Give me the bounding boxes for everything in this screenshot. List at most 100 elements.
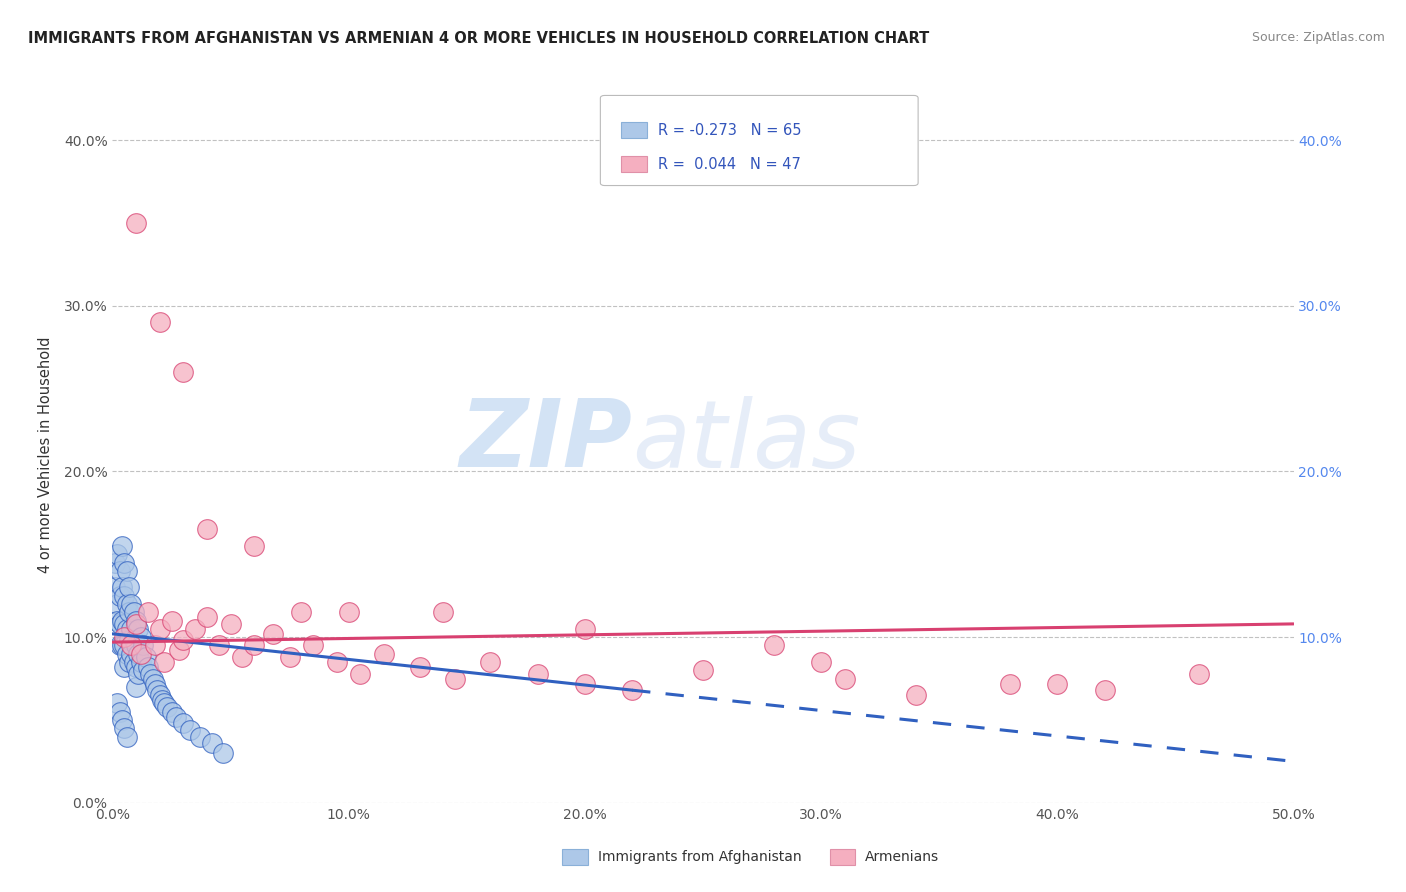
Point	[115, 564, 138, 578]
Point	[184, 622, 207, 636]
Point	[111, 614, 134, 628]
Point	[112, 660, 135, 674]
Point	[118, 633, 141, 648]
Point	[408, 660, 430, 674]
Point	[125, 614, 148, 628]
Point	[146, 683, 169, 698]
Point	[111, 713, 134, 727]
Point	[201, 736, 224, 750]
Point	[105, 547, 128, 561]
Point	[129, 630, 152, 644]
Point	[129, 647, 152, 661]
Point	[136, 605, 159, 619]
Point	[208, 639, 231, 653]
Point	[150, 693, 173, 707]
Point	[432, 605, 454, 619]
Point	[108, 705, 131, 719]
Text: IMMIGRANTS FROM AFGHANISTAN VS ARMENIAN 4 OR MORE VEHICLES IN HOUSEHOLD CORRELAT: IMMIGRANTS FROM AFGHANISTAN VS ARMENIAN …	[28, 31, 929, 46]
Point	[120, 597, 142, 611]
Point	[179, 723, 201, 737]
Point	[105, 597, 128, 611]
Point	[692, 663, 714, 677]
Point	[115, 647, 138, 661]
Point	[115, 730, 138, 744]
Point	[998, 676, 1021, 690]
Point	[129, 655, 152, 669]
Point	[149, 622, 172, 636]
Point	[143, 639, 166, 653]
Point	[160, 705, 183, 719]
Point	[195, 523, 218, 537]
Point	[326, 655, 349, 669]
Point	[112, 630, 135, 644]
Point	[120, 622, 142, 636]
Point	[212, 746, 235, 760]
Point	[112, 556, 135, 570]
Point	[127, 666, 149, 681]
Point	[125, 680, 148, 694]
Point	[111, 539, 134, 553]
Point	[118, 655, 141, 669]
Point	[122, 605, 145, 619]
Point	[125, 216, 148, 230]
Point	[104, 556, 127, 570]
Point	[125, 660, 148, 674]
Point	[122, 655, 145, 669]
Point	[243, 639, 266, 653]
Point	[219, 616, 242, 631]
Point	[243, 539, 266, 553]
Point	[262, 627, 284, 641]
Text: Source: ZipAtlas.com: Source: ZipAtlas.com	[1251, 31, 1385, 45]
Point	[172, 365, 194, 379]
Point	[104, 581, 127, 595]
Point	[112, 616, 135, 631]
Point	[120, 647, 142, 661]
Point	[172, 633, 194, 648]
Y-axis label: 4 or more Vehicles in Household: 4 or more Vehicles in Household	[38, 336, 52, 574]
Point	[337, 605, 360, 619]
Text: R = -0.273   N = 65: R = -0.273 N = 65	[658, 123, 801, 137]
Point	[115, 597, 138, 611]
Point	[165, 709, 187, 723]
Point	[904, 688, 927, 702]
Point	[160, 614, 183, 628]
Point	[132, 639, 155, 653]
Point	[810, 655, 832, 669]
Point	[1094, 683, 1116, 698]
Point	[142, 672, 165, 686]
Point	[1188, 666, 1211, 681]
Point	[139, 666, 162, 681]
Point	[108, 639, 131, 653]
Point	[143, 676, 166, 690]
Point	[122, 633, 145, 648]
Point	[115, 622, 138, 636]
Point	[373, 647, 395, 661]
Point	[118, 605, 141, 619]
Point	[105, 697, 128, 711]
Text: Immigrants from Afghanistan: Immigrants from Afghanistan	[598, 850, 801, 864]
Point	[172, 716, 194, 731]
Point	[231, 650, 253, 665]
Point	[1046, 676, 1069, 690]
Point	[112, 639, 135, 653]
Point	[105, 614, 128, 628]
Point	[127, 622, 149, 636]
Point	[479, 655, 502, 669]
Point	[526, 666, 548, 681]
Point	[125, 616, 148, 631]
Point	[108, 564, 131, 578]
Point	[167, 643, 190, 657]
Point	[149, 315, 172, 329]
Point	[156, 699, 179, 714]
Point	[112, 721, 135, 735]
Point	[153, 655, 176, 669]
Point	[108, 589, 131, 603]
Point	[135, 650, 157, 665]
Point	[111, 639, 134, 653]
Point	[574, 622, 596, 636]
Point	[118, 581, 141, 595]
Point	[120, 639, 142, 653]
Point	[127, 647, 149, 661]
Point	[132, 663, 155, 677]
Text: atlas: atlas	[633, 395, 860, 486]
